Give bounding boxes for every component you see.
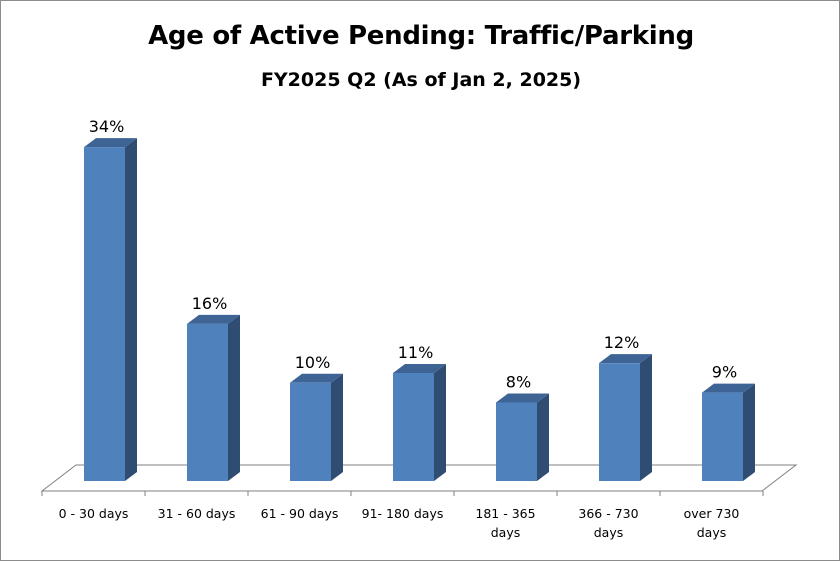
bar-3 bbox=[290, 382, 331, 481]
bar-top-3 bbox=[290, 373, 343, 383]
bar-side-1 bbox=[125, 138, 137, 481]
bar-7 bbox=[702, 392, 743, 481]
bar-top-1 bbox=[84, 138, 137, 148]
bar-4 bbox=[393, 372, 434, 481]
x-tick-label-6: 366 - 730 bbox=[578, 506, 638, 521]
bar-5 bbox=[496, 402, 537, 481]
data-label-1: 34% bbox=[89, 117, 125, 136]
x-tick-label-7: days bbox=[697, 525, 727, 540]
data-label-4: 11% bbox=[398, 343, 434, 362]
x-tick-label-2: 31 - 60 days bbox=[158, 506, 236, 521]
data-label-6: 12% bbox=[604, 333, 640, 352]
x-tick-label-1: 0 - 30 days bbox=[59, 506, 129, 521]
x-tick-label-5: 181 - 365 bbox=[475, 506, 535, 521]
bar-1 bbox=[84, 147, 125, 481]
x-tick-label-6: days bbox=[594, 525, 624, 540]
data-label-3: 10% bbox=[295, 353, 331, 372]
data-label-5: 8% bbox=[506, 372, 531, 391]
x-tick-label-7: over 730 bbox=[684, 506, 740, 521]
bar-side-7 bbox=[743, 383, 755, 481]
bar-side-3 bbox=[331, 373, 343, 481]
bar-side-4 bbox=[434, 363, 446, 481]
data-label-7: 9% bbox=[712, 363, 737, 382]
bar-top-2 bbox=[187, 314, 240, 324]
x-tick-label-5: days bbox=[491, 525, 521, 540]
bar-2 bbox=[187, 323, 228, 481]
chart-title: Age of Active Pending: Traffic/Parking bbox=[148, 21, 694, 51]
chart-subtitle: FY2025 Q2 (As of Jan 2, 2025) bbox=[260, 69, 582, 91]
bar-top-6 bbox=[599, 354, 652, 364]
bar-top-4 bbox=[393, 363, 446, 373]
bar-top-5 bbox=[496, 393, 549, 403]
bar-6 bbox=[599, 363, 640, 481]
chart-floor bbox=[40, 464, 798, 492]
data-label-2: 16% bbox=[192, 294, 228, 313]
bar-side-5 bbox=[537, 393, 549, 481]
bar-top-7 bbox=[702, 383, 755, 393]
x-tick-label-4: 91- 180 days bbox=[362, 506, 444, 521]
x-tick-label-3: 61 - 90 days bbox=[261, 506, 339, 521]
bar-side-6 bbox=[640, 354, 652, 481]
bar-side-2 bbox=[228, 314, 240, 481]
